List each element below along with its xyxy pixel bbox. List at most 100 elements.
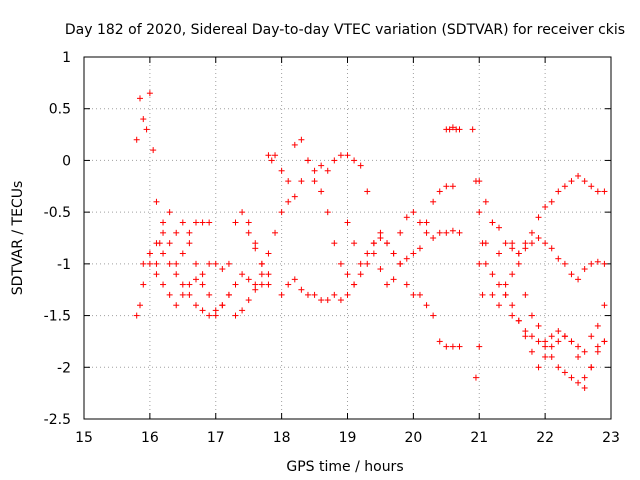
data-point bbox=[575, 353, 582, 360]
data-point bbox=[173, 271, 180, 278]
data-point bbox=[535, 322, 542, 329]
data-point bbox=[502, 240, 509, 247]
data-point bbox=[136, 95, 143, 102]
data-point bbox=[515, 317, 522, 324]
data-point bbox=[588, 333, 595, 340]
data-point bbox=[285, 281, 292, 288]
data-point bbox=[581, 374, 588, 381]
data-point bbox=[542, 343, 549, 350]
data-point bbox=[179, 219, 186, 226]
data-point bbox=[377, 235, 384, 241]
chart-title: Day 182 of 2020, Sidereal Day-to-day VTE… bbox=[65, 22, 625, 38]
data-point bbox=[318, 162, 325, 169]
x-tick-label: 19 bbox=[339, 430, 357, 446]
data-point bbox=[225, 291, 232, 298]
data-point bbox=[555, 188, 562, 195]
data-point bbox=[258, 271, 265, 278]
data-point bbox=[278, 209, 285, 216]
data-point bbox=[403, 255, 410, 262]
data-point bbox=[331, 240, 338, 247]
data-point bbox=[443, 229, 450, 236]
x-tick-label: 15 bbox=[75, 430, 93, 446]
x-tick-label: 21 bbox=[470, 430, 488, 446]
data-point bbox=[528, 229, 535, 236]
data-point bbox=[304, 291, 311, 298]
data-point bbox=[291, 276, 298, 283]
data-point bbox=[351, 157, 358, 164]
data-point bbox=[173, 260, 180, 267]
data-point bbox=[555, 364, 562, 371]
data-point bbox=[153, 260, 160, 267]
data-point bbox=[601, 302, 608, 309]
data-point bbox=[199, 219, 206, 226]
data-point bbox=[160, 219, 167, 226]
data-point bbox=[179, 250, 186, 257]
data-point bbox=[535, 338, 542, 345]
data-point bbox=[555, 338, 562, 345]
data-point bbox=[528, 240, 535, 247]
data-point bbox=[568, 271, 575, 278]
data-point bbox=[542, 353, 549, 360]
data-point bbox=[476, 260, 483, 267]
data-point bbox=[199, 307, 206, 314]
data-point bbox=[430, 235, 437, 241]
data-point bbox=[146, 250, 153, 257]
data-point bbox=[192, 219, 199, 226]
data-point bbox=[311, 178, 318, 185]
y-tick-label: -0.5 bbox=[44, 205, 71, 221]
data-point bbox=[410, 209, 417, 216]
x-tick-label: 22 bbox=[536, 430, 554, 446]
data-point bbox=[509, 271, 516, 278]
data-point bbox=[456, 126, 463, 133]
data-point bbox=[443, 183, 450, 190]
data-point bbox=[594, 348, 601, 355]
data-point bbox=[430, 198, 437, 205]
data-point bbox=[423, 229, 430, 236]
data-point bbox=[212, 312, 219, 319]
data-point bbox=[212, 260, 219, 267]
data-point bbox=[594, 343, 601, 350]
data-point bbox=[509, 312, 516, 319]
data-point bbox=[298, 286, 305, 293]
data-point bbox=[542, 338, 549, 345]
data-point bbox=[561, 183, 568, 190]
data-point bbox=[239, 271, 246, 278]
data-point bbox=[173, 229, 180, 236]
data-point bbox=[436, 338, 443, 345]
data-point bbox=[272, 152, 279, 159]
data-point bbox=[285, 178, 292, 185]
data-point bbox=[476, 343, 483, 350]
data-point bbox=[199, 281, 206, 288]
data-point bbox=[298, 178, 305, 185]
data-point bbox=[344, 291, 351, 298]
data-point bbox=[344, 219, 351, 226]
data-point bbox=[575, 379, 582, 386]
data-point bbox=[449, 183, 456, 190]
y-tick-label: -1.5 bbox=[44, 309, 71, 325]
x-tick-label: 17 bbox=[207, 430, 225, 446]
data-point bbox=[496, 281, 503, 288]
data-point bbox=[166, 260, 173, 267]
data-point bbox=[594, 322, 601, 329]
data-point bbox=[133, 136, 140, 143]
data-point bbox=[472, 374, 479, 381]
data-point bbox=[384, 281, 391, 288]
data-point bbox=[179, 281, 186, 288]
data-point bbox=[568, 374, 575, 381]
data-point bbox=[146, 90, 153, 97]
data-point bbox=[206, 260, 213, 267]
data-point bbox=[548, 353, 555, 360]
data-point bbox=[133, 312, 140, 319]
data-point bbox=[489, 271, 496, 278]
data-point bbox=[594, 258, 601, 265]
data-point bbox=[581, 348, 588, 355]
data-point bbox=[482, 260, 489, 267]
data-point bbox=[449, 227, 456, 234]
data-point bbox=[568, 338, 575, 345]
data-point bbox=[522, 333, 529, 340]
data-point bbox=[150, 147, 157, 154]
data-point bbox=[601, 338, 608, 345]
data-point bbox=[212, 307, 219, 314]
data-point bbox=[153, 240, 160, 247]
